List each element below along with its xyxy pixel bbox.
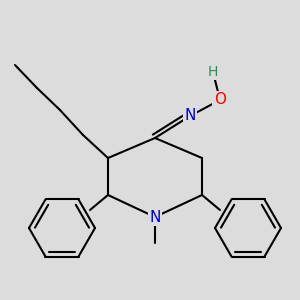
Text: O: O — [214, 92, 226, 107]
Text: N: N — [149, 209, 161, 224]
Text: H: H — [208, 65, 218, 79]
Text: N: N — [184, 109, 196, 124]
